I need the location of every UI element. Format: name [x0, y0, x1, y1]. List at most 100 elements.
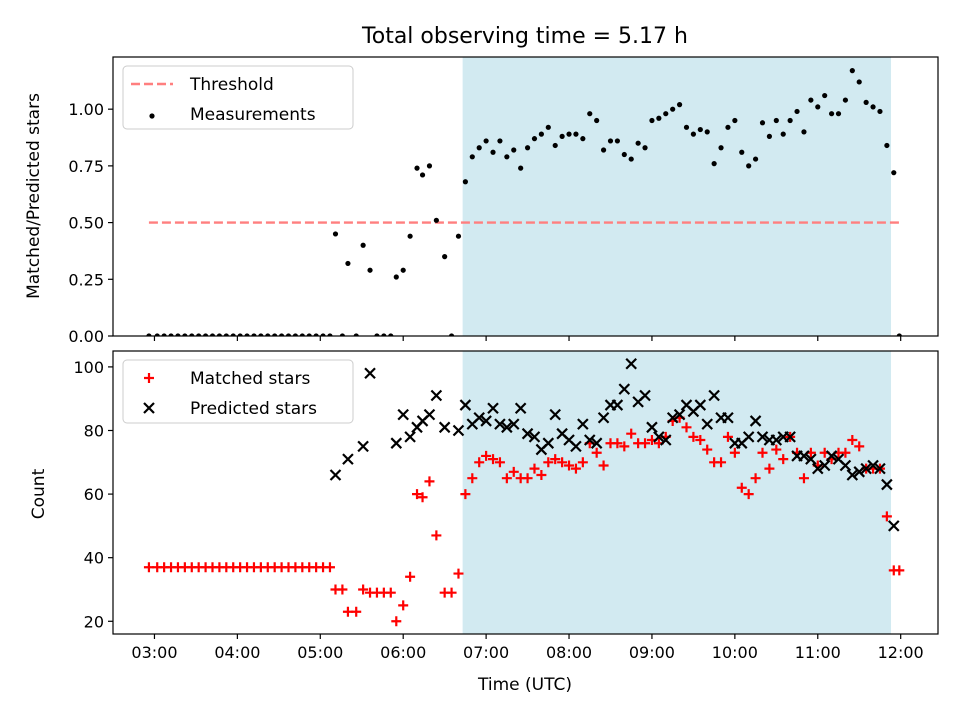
bottom-plot-frame	[112, 350, 939, 635]
y-tick-label: 20	[84, 612, 104, 631]
measurement-point	[223, 333, 229, 336]
predicted-star-marker	[646, 421, 658, 434]
predicted-star-marker	[805, 453, 817, 465]
observing-window-shade	[462, 351, 892, 634]
matched-star-marker	[550, 454, 561, 465]
matched-star-marker	[508, 466, 519, 477]
measurement-point	[773, 117, 779, 124]
measurement-point	[794, 108, 800, 115]
predicted-star-marker	[528, 431, 541, 443]
measurement-point	[594, 117, 600, 124]
measurement-point	[704, 129, 710, 135]
matched-star-marker	[453, 568, 464, 579]
matched-star-marker	[557, 457, 568, 468]
measurement-point	[725, 124, 731, 130]
legend-measurement-swatch	[149, 113, 155, 119]
predicted-star-marker	[867, 459, 879, 472]
matched-star-marker	[640, 438, 651, 449]
measurement-point	[469, 154, 475, 160]
measurement-point	[433, 217, 439, 223]
matched-star-marker	[591, 447, 602, 458]
measurement-point	[566, 131, 572, 137]
predicted-star-marker	[438, 421, 451, 434]
measurement-point	[442, 254, 448, 260]
predicted-star-marker	[874, 462, 886, 475]
measurement-point	[414, 165, 420, 171]
measurement-point	[856, 79, 862, 85]
measurement-point	[559, 133, 565, 139]
measurement-point	[697, 126, 703, 133]
bottom-plot-area: 03:00 04:00 05:00 06:00 07:00 08:00 09:00 10:00…	[73, 350, 939, 662]
predicted-star-marker	[798, 450, 810, 462]
matched-star-marker	[626, 428, 637, 439]
measurement-point	[345, 260, 351, 267]
matched-star-marker	[460, 489, 471, 500]
predicted-star-marker	[480, 415, 492, 427]
predicted-star-marker	[888, 520, 900, 532]
predicted-star-marker	[514, 402, 527, 415]
measurement-point	[766, 133, 773, 139]
measurement-point	[621, 151, 627, 158]
measurement-point	[497, 138, 503, 144]
predicted-star-marker	[357, 440, 369, 453]
predicted-star-marker	[853, 466, 866, 478]
measurement-point	[801, 129, 807, 135]
measurement-point	[196, 333, 202, 336]
predicted-star-marker	[329, 469, 342, 481]
measurement-point	[545, 124, 551, 130]
predicted-star-marker	[501, 421, 513, 434]
measurement-point	[407, 233, 413, 239]
measurement-point	[244, 333, 250, 336]
measurement-point	[332, 231, 339, 237]
predicted-star-marker	[430, 389, 443, 402]
legend-box	[122, 65, 354, 130]
y-tick-label: 80	[84, 421, 104, 440]
predicted-star-marker	[618, 383, 631, 395]
measurement-point	[258, 333, 264, 336]
predicted-star-marker	[784, 431, 796, 443]
y-tick-label: 0.50	[68, 214, 104, 233]
matched-star-marker	[695, 435, 706, 446]
measurement-point	[360, 242, 366, 248]
measurement-point	[483, 138, 489, 144]
matched-star-marker	[424, 476, 435, 487]
measurement-point	[230, 333, 236, 336]
measurement-point	[285, 333, 292, 336]
matched-star-marker	[702, 444, 713, 455]
measurement-point	[711, 161, 717, 167]
measurement-point	[518, 165, 524, 171]
measurement-point	[759, 120, 766, 126]
top-legend: Threshold Measurements	[122, 65, 354, 130]
legend-predicted-swatch	[143, 402, 155, 414]
x-tick-label: 12:00	[878, 643, 924, 662]
x-tick-label: 09:00	[629, 643, 675, 662]
predicted-star-marker	[549, 408, 561, 421]
measurement-point	[462, 179, 468, 185]
matched-star-marker	[405, 571, 416, 582]
matched-star-marker	[619, 441, 630, 452]
measurement-point	[426, 163, 433, 169]
matched-star-marker	[522, 473, 533, 484]
bottom-y-axis-label: Count	[29, 468, 49, 519]
measurement-point	[538, 131, 544, 137]
predicted-star-marker	[452, 424, 465, 437]
measurement-point	[607, 138, 614, 144]
predicted-star-marker	[818, 459, 831, 472]
measurement-point	[580, 136, 586, 142]
measurement-point	[189, 333, 195, 336]
measurement-point	[600, 147, 607, 153]
measurement-point	[676, 102, 683, 108]
legend-label: Threshold	[189, 75, 274, 95]
measurement-point	[202, 333, 209, 336]
predicted-star-marker	[742, 431, 755, 443]
measurement-point	[154, 333, 160, 336]
predicted-star-marker	[570, 440, 582, 453]
measurement-point	[278, 333, 285, 336]
matched-star-marker	[881, 511, 892, 522]
predicted-star-marker	[881, 478, 893, 491]
matched-star-marker	[854, 441, 865, 452]
matched-star-marker	[358, 584, 369, 595]
measurement-point	[400, 267, 406, 273]
matched-star-marker	[681, 422, 692, 433]
